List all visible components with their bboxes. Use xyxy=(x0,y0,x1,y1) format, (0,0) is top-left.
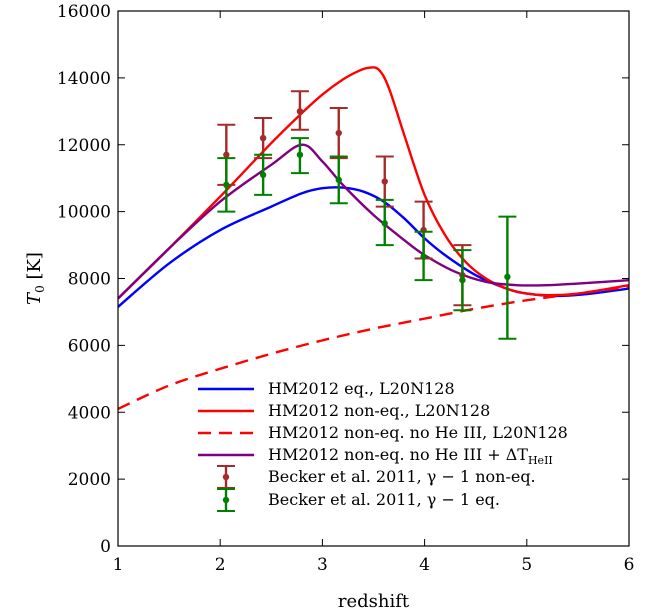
y-axis-label-unit: [K] xyxy=(24,252,45,285)
legend-errorbar-swatch-1 xyxy=(217,488,235,512)
errorbar-point xyxy=(259,134,267,142)
legend: HM2012 eq., L20N128 HM2012 non-eq., L20N1… xyxy=(198,379,568,512)
y-tick-label: 4000 xyxy=(68,403,111,423)
legend-label-2: HM2012 non-eq. no He III, L20N128 xyxy=(268,423,568,442)
legend-label-0: HM2012 eq., L20N128 xyxy=(268,379,455,398)
errorbar-point xyxy=(335,129,342,137)
errorbar-point xyxy=(381,178,388,185)
y-tick-label: 16000 xyxy=(57,2,111,22)
x-axis-label: redshift xyxy=(338,591,410,612)
tick-layer: 1 2 3 4 5 6 0 2000 4000 6000 8000 10000 12000 14000 16… xyxy=(57,2,635,575)
legend-label-1: HM2012 non-eq., L20N128 xyxy=(268,401,490,420)
y-tick-label: 14000 xyxy=(57,69,111,89)
y-tick-label: 6000 xyxy=(68,336,111,356)
errorbar-point xyxy=(335,176,342,184)
y-tick-label: 8000 xyxy=(68,270,111,290)
x-tick-label: 1 xyxy=(113,555,124,575)
errorbar-point xyxy=(504,273,511,281)
y-axis-label-main: T xyxy=(24,291,45,305)
series-line-2 xyxy=(118,285,629,411)
legend-label-3: HM2012 non-eq. no He III + ΔTHeII xyxy=(268,445,553,467)
errorbar-series-0 xyxy=(217,90,472,307)
legend-errorbar-swatch-0 xyxy=(217,465,235,489)
x-tick-label: 2 xyxy=(215,555,226,575)
errorbar-point xyxy=(223,151,230,158)
errorbar-series-1 xyxy=(217,137,517,340)
y-tick-label: 2000 xyxy=(68,470,111,490)
y-axis-label-sub: 0 xyxy=(33,285,47,293)
x-tick-label: 5 xyxy=(521,555,532,575)
errorbar-point xyxy=(259,171,267,179)
errorbar-point xyxy=(420,253,427,260)
errorbar-layer xyxy=(217,90,517,340)
y-tick-label: 0 xyxy=(100,537,111,557)
series-layer xyxy=(118,66,629,411)
errorbar-point xyxy=(381,220,388,227)
legend-label-errorbar-0: Becker et al. 2011, γ − 1 non-eq. xyxy=(268,467,536,486)
x-tick-label: 4 xyxy=(419,555,430,575)
y-tick-label: 10000 xyxy=(57,203,111,223)
x-tick-label: 3 xyxy=(317,555,328,575)
errorbar-point xyxy=(223,181,230,189)
errorbar-point xyxy=(296,151,304,158)
y-tick-label: 12000 xyxy=(57,136,111,156)
errorbar-point xyxy=(296,108,304,115)
y-axis-label: T0 [K] xyxy=(24,252,47,305)
legend-label-errorbar-1: Becker et al. 2011, γ − 1 eq. xyxy=(268,490,500,509)
x-tick-label: 6 xyxy=(624,555,635,575)
series-line-0 xyxy=(118,186,629,308)
series-line-1 xyxy=(118,66,629,300)
errorbar-point xyxy=(459,276,466,284)
